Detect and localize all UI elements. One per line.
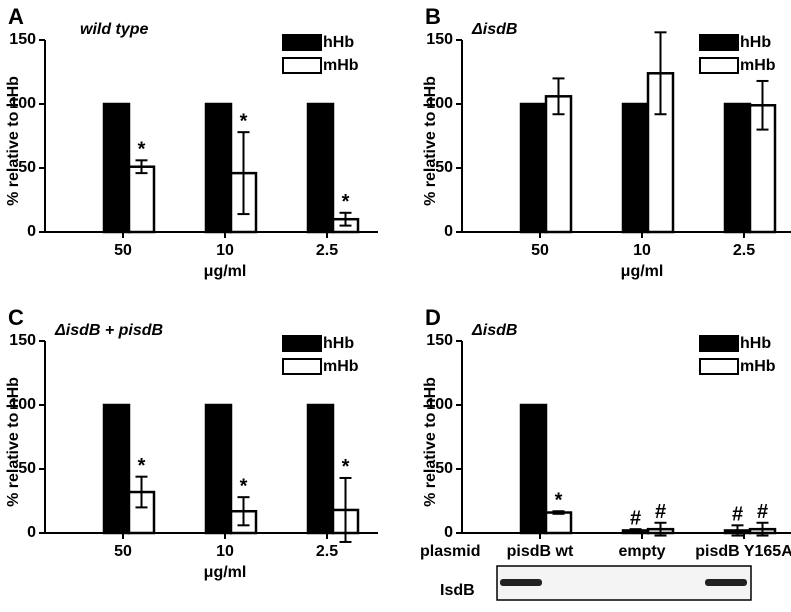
bar (306, 403, 335, 535)
legend-swatch (699, 57, 739, 74)
bar (519, 102, 548, 234)
legend-label: mHb (323, 358, 359, 375)
x-tick-label: 2.5 (316, 242, 338, 259)
annotation: wild type (80, 21, 149, 38)
x-tick-label: 50 (531, 242, 549, 259)
legend-swatch (699, 34, 739, 51)
significance-marker: * (342, 456, 350, 478)
panel-label: D (425, 305, 441, 330)
legend-label: mHb (323, 57, 359, 74)
y-tick-label: 50 (435, 159, 453, 176)
legend-label: hHb (323, 34, 354, 51)
x-tick-label: 10 (216, 543, 234, 560)
x-axis-label: plasmid (420, 543, 480, 560)
x-axis-label: μg/ml (204, 564, 247, 581)
legend-swatch (282, 34, 322, 51)
y-tick-label: 100 (426, 396, 453, 413)
bar (102, 102, 131, 234)
y-axis-label: % relative to hHb (422, 377, 439, 507)
y-axis-label: % relative to hHb (5, 76, 22, 206)
y-tick-label: 100 (9, 95, 36, 112)
significance-marker: # (630, 507, 641, 529)
x-axis-label: μg/ml (204, 263, 247, 280)
bar (544, 95, 573, 234)
panel-label: A (8, 4, 24, 29)
x-tick-label: 2.5 (316, 543, 338, 560)
blot-band (705, 579, 747, 586)
annotation: ΔisdB (471, 21, 517, 38)
bar (127, 165, 156, 234)
bar (102, 403, 131, 535)
x-tick-label: pisdB wt (507, 543, 574, 560)
significance-marker: * (555, 490, 563, 512)
x-tick-label: 10 (633, 242, 651, 259)
significance-marker: * (138, 139, 146, 161)
panel-label: C (8, 305, 24, 330)
y-tick-label: 50 (18, 159, 36, 176)
legend-label: mHb (740, 358, 776, 375)
legend-swatch (699, 335, 739, 352)
x-tick-label: pisdB Y165A (695, 543, 791, 560)
legend-swatch (699, 358, 739, 375)
x-tick-label: 2.5 (733, 242, 755, 259)
significance-marker: * (138, 455, 146, 477)
bar (306, 102, 335, 234)
y-tick-label: 0 (444, 223, 453, 240)
legend-swatch (282, 57, 322, 74)
blot-label: IsdB (440, 582, 475, 599)
bar (723, 102, 752, 234)
x-tick-label: 10 (216, 242, 234, 259)
bar (204, 403, 233, 535)
significance-marker: # (757, 501, 768, 523)
y-tick-label: 150 (426, 31, 453, 48)
y-tick-label: 50 (435, 460, 453, 477)
y-axis-label: % relative to hHb (422, 76, 439, 206)
legend-label: hHb (740, 34, 771, 51)
significance-marker: # (732, 504, 743, 526)
x-tick-label: 50 (114, 242, 132, 259)
y-tick-label: 0 (444, 524, 453, 541)
significance-marker: * (240, 110, 248, 132)
legend-swatch (282, 335, 322, 352)
significance-marker: # (655, 501, 666, 523)
x-tick-label: empty (618, 543, 665, 560)
x-tick-label: 50 (114, 543, 132, 560)
y-tick-label: 150 (9, 31, 36, 48)
significance-marker: * (240, 475, 248, 497)
y-tick-label: 150 (9, 332, 36, 349)
legend-label: hHb (323, 335, 354, 352)
bar (519, 403, 548, 535)
legend-label: hHb (740, 335, 771, 352)
bar (621, 102, 650, 234)
y-tick-label: 150 (426, 332, 453, 349)
y-tick-label: 0 (27, 223, 36, 240)
panel-label: B (425, 4, 441, 29)
y-tick-label: 0 (27, 524, 36, 541)
legend-label: mHb (740, 57, 776, 74)
bar (544, 511, 573, 535)
legend-swatch (282, 358, 322, 375)
blot-band (500, 579, 542, 586)
bar (204, 102, 233, 234)
annotation: ΔisdB (471, 322, 517, 339)
annotation: ΔisdB + pisdB (54, 322, 163, 339)
y-tick-label: 100 (426, 95, 453, 112)
y-axis-label: % relative to hHb (5, 377, 22, 507)
x-axis-label: μg/ml (621, 263, 664, 280)
significance-marker: * (342, 191, 350, 213)
y-tick-label: 100 (9, 396, 36, 413)
y-tick-label: 50 (18, 460, 36, 477)
